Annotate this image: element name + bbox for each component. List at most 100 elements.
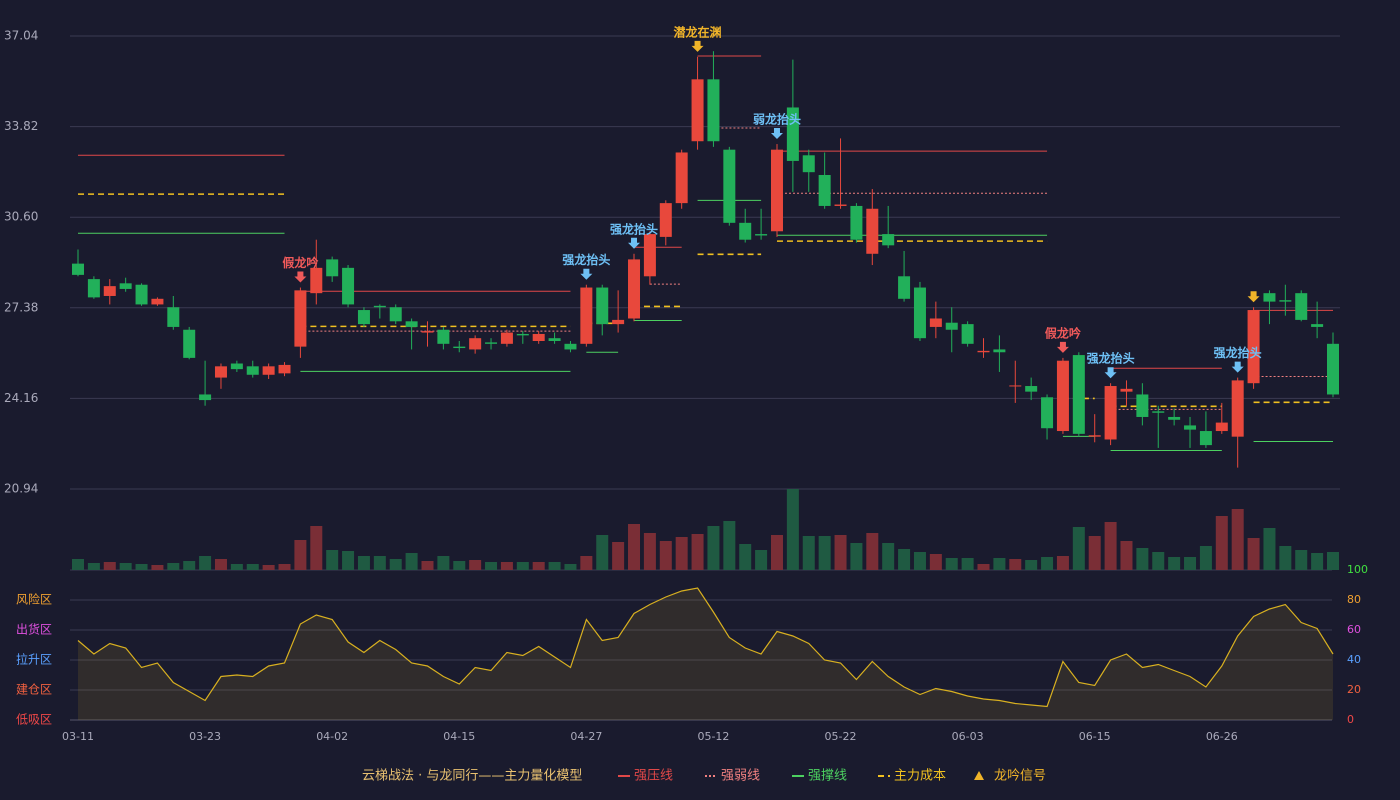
signal-label: 强龙抬头 xyxy=(1087,351,1135,366)
indicator-tick-label: 100 xyxy=(1347,563,1368,576)
volume-bar xyxy=(453,561,466,570)
candle-body xyxy=(278,364,291,374)
signal-arrow xyxy=(1247,291,1260,303)
volume-bar xyxy=(580,556,593,570)
volume-bar xyxy=(103,562,116,570)
volume-bar xyxy=(1152,552,1165,570)
volume-bar xyxy=(1120,541,1133,570)
volume-bar xyxy=(437,556,450,570)
volume-bar xyxy=(310,526,323,570)
volume-bar xyxy=(326,550,339,570)
candle-body xyxy=(1104,386,1117,440)
candle-body xyxy=(707,79,720,142)
volume-bar xyxy=(850,543,863,570)
candle-body xyxy=(103,286,116,296)
legend-title: 云梯战法 · 与龙同行——主力量化模型 xyxy=(362,769,582,784)
volume-bar xyxy=(548,562,561,570)
candle-body xyxy=(961,324,974,344)
candle-body xyxy=(246,366,259,375)
zone-label: 拉升区 xyxy=(16,652,52,667)
volume-bar xyxy=(1231,509,1244,570)
volume-bar xyxy=(977,564,990,570)
volume-bar xyxy=(485,562,498,570)
volume-bar xyxy=(262,565,275,570)
candle-body xyxy=(421,331,434,333)
candle-body xyxy=(739,222,752,240)
signal-arrow xyxy=(580,268,593,280)
candle-body xyxy=(500,332,513,344)
candle-body xyxy=(262,366,275,375)
candle-body xyxy=(119,283,132,289)
volume-bar xyxy=(1168,557,1181,570)
volume-bar xyxy=(929,554,942,570)
volume-bar xyxy=(786,489,799,570)
candle-body xyxy=(977,350,990,353)
indicator-tick-label: 60 xyxy=(1347,623,1361,636)
volume-bar xyxy=(993,558,1006,570)
candle-body xyxy=(1295,293,1308,320)
volume-bar xyxy=(1088,536,1101,570)
candle-body xyxy=(1231,380,1244,437)
candle-body xyxy=(135,284,148,305)
candle-body xyxy=(1088,435,1101,437)
x-tick-label: 06-15 xyxy=(1079,730,1111,743)
candle-body xyxy=(183,329,196,358)
candle-body xyxy=(691,79,704,142)
volume-bar xyxy=(294,540,307,570)
candle-body xyxy=(580,287,593,344)
x-tick-label: 06-03 xyxy=(952,730,984,743)
x-tick-label: 04-27 xyxy=(570,730,602,743)
candle-body xyxy=(437,329,450,344)
signal-label: 假龙吟 xyxy=(282,255,318,270)
volume-bar xyxy=(866,533,879,570)
volume-bar xyxy=(770,535,783,570)
legend-label: 强压线 xyxy=(634,769,673,784)
volume-bar xyxy=(1311,553,1324,570)
indicator-tick-label: 40 xyxy=(1347,653,1361,666)
indicator-tick-label: 20 xyxy=(1347,683,1361,696)
volume-bar xyxy=(119,563,132,570)
candle-body xyxy=(167,307,180,327)
signal-arrow xyxy=(1056,341,1069,353)
volume-bar xyxy=(151,565,164,570)
signal-label: 强龙抬头 xyxy=(610,221,658,236)
candle-body xyxy=(612,319,625,325)
x-tick-label: 05-22 xyxy=(825,730,857,743)
zone-label: 出货区 xyxy=(16,622,52,637)
candle-body xyxy=(770,149,783,232)
candle-body xyxy=(1120,388,1133,392)
volume-bar xyxy=(1009,559,1022,570)
volume-bar xyxy=(913,552,926,570)
volume-bar xyxy=(802,536,815,570)
x-tick-label: 05-12 xyxy=(697,730,729,743)
candle-body xyxy=(564,343,577,350)
volume-bar xyxy=(342,551,355,570)
candle-body xyxy=(87,279,100,298)
volume-bar xyxy=(278,564,291,570)
candle-body xyxy=(1168,416,1181,420)
volume-bar xyxy=(564,564,577,570)
x-tick-label: 03-11 xyxy=(62,730,94,743)
candle-body xyxy=(675,152,688,204)
volume-bar xyxy=(643,533,656,570)
zone-label: 低吸区 xyxy=(16,713,52,727)
candle-body xyxy=(802,155,815,173)
y-tick-label: 37.04 xyxy=(4,29,38,43)
volume-bar xyxy=(945,558,958,570)
candle-body xyxy=(548,338,561,342)
volume-bar xyxy=(1247,538,1260,570)
candle-body xyxy=(1056,360,1069,432)
x-tick-label: 03-23 xyxy=(189,730,221,743)
legend-swatch xyxy=(974,771,984,780)
volume-bar xyxy=(389,559,402,570)
x-tick-label: 06-26 xyxy=(1206,730,1238,743)
candle-body xyxy=(850,205,863,240)
candle-body xyxy=(882,234,895,246)
y-tick-label: 20.94 xyxy=(4,482,38,496)
legend-label: 强弱线 xyxy=(721,769,760,784)
candle-body xyxy=(898,276,911,299)
volume-bar xyxy=(596,535,609,570)
x-tick-label: 04-02 xyxy=(316,730,348,743)
volume-bar xyxy=(1056,556,1069,570)
signal-label: 弱龙抬头 xyxy=(753,112,801,127)
